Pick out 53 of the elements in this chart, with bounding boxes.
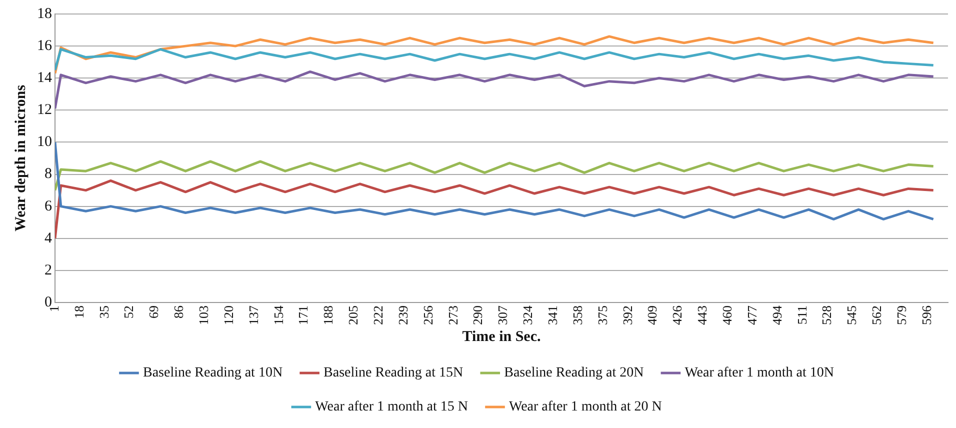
x-tick-label: 579: [894, 306, 909, 325]
x-tick-label: 596: [918, 305, 934, 325]
x-tick-label: 154: [270, 305, 286, 325]
x-tick-label: 273: [445, 306, 460, 325]
x-tick-label: 188: [320, 306, 336, 325]
x-tick-label: 69: [146, 306, 162, 318]
x-tick-label: 1: [46, 306, 62, 312]
y-tick-label: 18: [37, 6, 52, 22]
x-tick-label: 86: [171, 305, 186, 318]
legend-label: Wear after 1 month at 20 N: [509, 400, 662, 415]
legend-label: Wear after 1 month at 10N: [684, 366, 834, 381]
x-tick-label: 358: [570, 306, 585, 325]
y-tick-label: 10: [37, 134, 52, 150]
x-tick-label: 256: [420, 305, 436, 325]
x-tick-label: 392: [620, 306, 635, 325]
x-tick-label: 222: [370, 306, 386, 325]
x-tick-label: 120: [220, 306, 236, 325]
x-tick-label: 171: [296, 306, 311, 325]
x-tick-label: 409: [644, 306, 660, 325]
legend-label: Baseline Reading at 15N: [324, 366, 464, 381]
x-tick-label: 528: [819, 306, 834, 325]
x-tick-label: 18: [71, 306, 86, 318]
x-tick-label: 443: [694, 306, 710, 325]
legend-label: Baseline Reading at 10N: [142, 366, 283, 381]
y-tick-label: 8: [44, 166, 52, 182]
y-tick-label: 14: [37, 70, 52, 86]
x-axis-title: Time in Sec.: [462, 328, 541, 345]
y-tick-label: 2: [44, 262, 52, 278]
x-tick-label: 307: [495, 305, 510, 325]
x-tick-label: 239: [395, 306, 410, 325]
x-tick-label: 290: [470, 306, 486, 325]
x-tick-label: 460: [719, 306, 734, 325]
legend-label: Baseline Reading at 20N: [504, 366, 644, 381]
x-tick-label: 137: [246, 305, 261, 325]
x-tick-label: 35: [96, 306, 112, 318]
x-tick-label: 426: [670, 305, 685, 325]
x-tick-label: 52: [121, 306, 136, 318]
x-tick-label: 341: [544, 306, 560, 325]
x-tick-label: 375: [594, 306, 610, 325]
x-tick-label: 103: [196, 306, 211, 325]
x-tick-label: 545: [844, 306, 860, 325]
x-tick-label: 477: [744, 305, 760, 325]
x-tick-label: 511: [794, 306, 810, 325]
legend-label: Wear after 1 month at 15 N: [315, 400, 468, 415]
x-tick-label: 494: [769, 305, 784, 325]
y-tick-label: 16: [37, 38, 52, 54]
x-tick-label: 324: [520, 305, 536, 325]
y-tick-label: 12: [37, 102, 52, 118]
y-tick-label: 6: [44, 198, 52, 214]
x-tick-label: 562: [869, 306, 884, 325]
y-tick-label: 4: [44, 230, 52, 246]
x-tick-label: 205: [346, 306, 361, 325]
y-axis-title: Wear depth in microns: [12, 84, 29, 232]
